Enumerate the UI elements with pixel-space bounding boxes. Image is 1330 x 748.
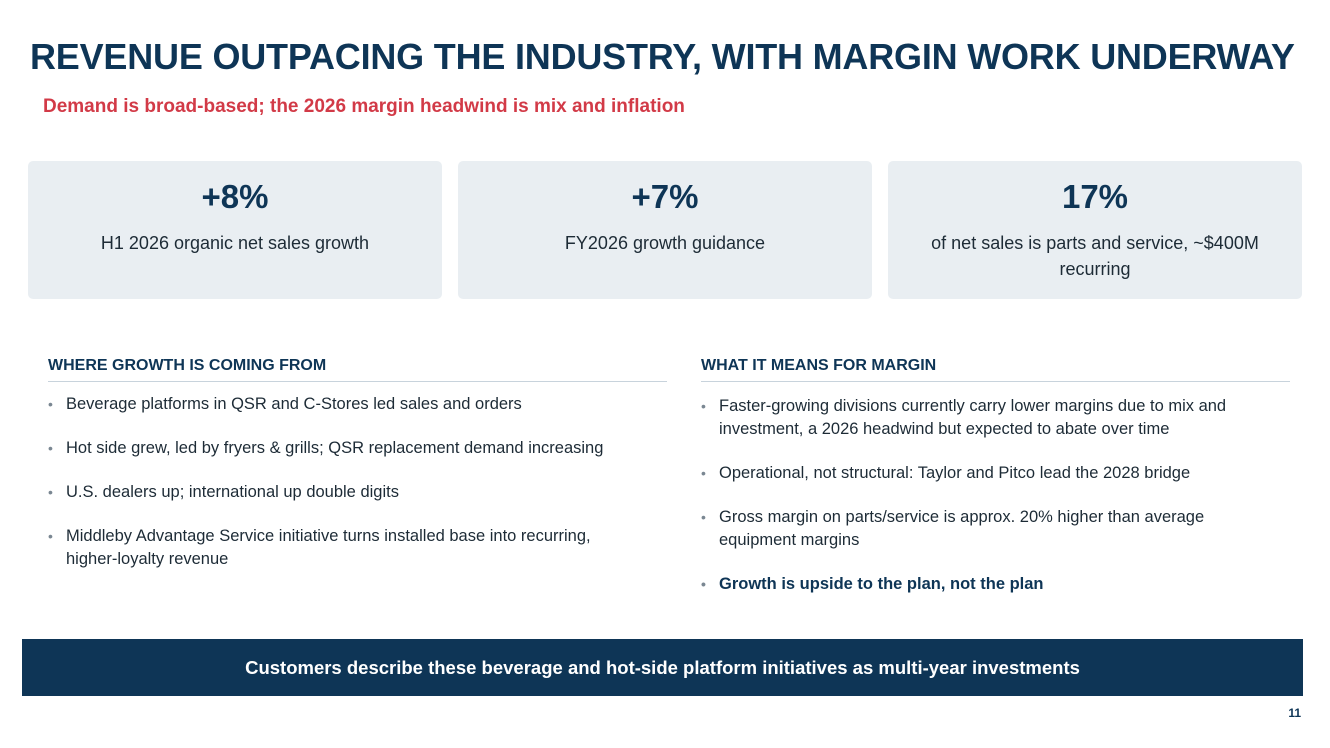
list-item: • Beverage platforms in QSR and C-Stores … [48,395,522,413]
kpi-card-parts-service: 17% of net sales is parts and service, ~… [888,161,1302,299]
margin-bullet-list: • Faster-growing divisions currently carr… [701,395,1273,596]
kpi-value: 17% [1061,178,1129,215]
kpi-value: +8% [201,178,269,215]
kpi-card-organic-growth: +8% H1 2026 organic net sales growth [28,161,442,299]
slide-title: REVENUE OUTPACING THE INDUSTRY, WITH MAR… [30,36,1295,77]
list-item: • U.S. dealers up; international up doubl… [48,483,399,501]
list-item: • Middleby Advantage Service initiative t… [48,527,591,568]
list-item: • Hot side grew, led by fryers & grills; … [48,439,604,457]
growth-bullet-list: • Beverage platforms in QSR and C-Stores … [48,393,608,571]
slide-subtitle: Demand is broad-based; the 2026 margin h… [43,96,685,117]
list-item: • Operational, not structural: Taylor and… [701,464,1191,482]
kpi-value: +7% [631,178,699,215]
list-item: • Gross margin on parts/service is approx… [701,508,1205,549]
growth-heading: WHERE GROWTH IS COMING FROM [48,357,667,382]
kpi-label: FY2026 growth guidance [564,233,766,253]
margin-section: WHAT IT MEANS FOR MARGIN • Faster-growing… [701,357,1290,596]
list-item: • Faster-growing divisions currently carr… [701,397,1227,438]
takeaway-banner: Customers describe these beverage and ho… [22,639,1303,696]
kpi-card-growth-guidance: +7% FY2026 growth guidance [458,161,872,299]
list-item: • Growth is upside to the plan, not the p… [701,575,1044,593]
kpi-label: of net sales is parts and service, ~$400… [931,233,1259,279]
kpi-label: H1 2026 organic net sales growth [100,233,370,253]
page-number: 11 [1288,706,1301,720]
margin-heading: WHAT IT MEANS FOR MARGIN [701,357,1290,382]
growth-section: WHERE GROWTH IS COMING FROM • Beverage pl… [48,357,667,571]
